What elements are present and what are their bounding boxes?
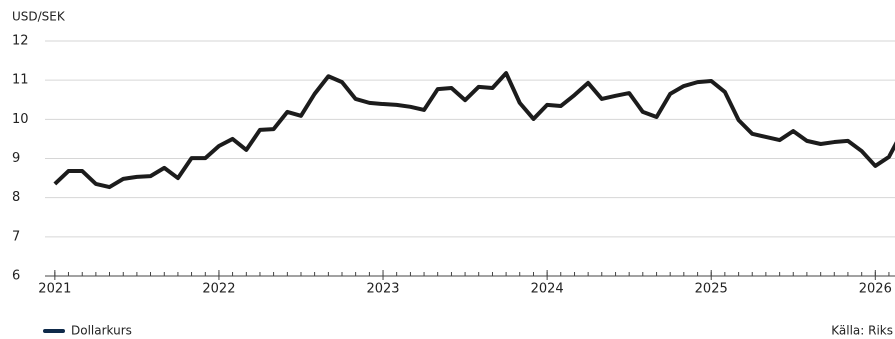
x-tick-label: 2023 [366, 282, 399, 297]
y-axis-label: USD/SEK [12, 10, 66, 24]
y-tick-label: 6 [12, 269, 20, 284]
x-tick-label: 2025 [695, 282, 728, 297]
y-tick-label: 11 [12, 73, 29, 88]
x-tick-label: 2021 [38, 282, 71, 297]
source: Källa: Riks [831, 324, 893, 338]
y-tick-label: 8 [12, 190, 20, 205]
x-tick-label: 2022 [202, 282, 235, 297]
line-series [53, 71, 895, 190]
y-tick-label: 10 [12, 112, 29, 127]
y-tick-label: 12 [12, 34, 29, 49]
x-tick-label: 2026 [859, 282, 892, 297]
y-tick-label: 9 [12, 151, 20, 166]
y-tick-label: 7 [12, 229, 20, 244]
x-tick-label: 2024 [531, 282, 564, 297]
legend-label: Dollarkurs [71, 324, 132, 338]
